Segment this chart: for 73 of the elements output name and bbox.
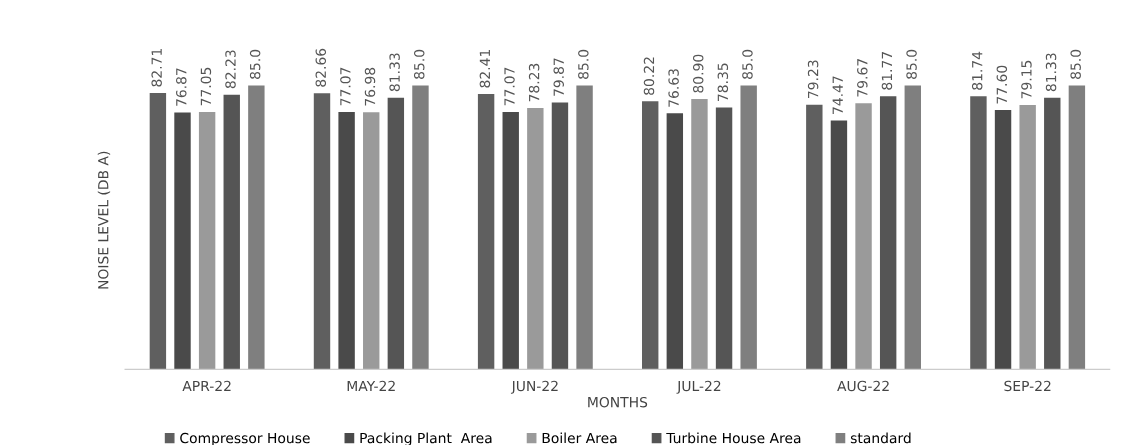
bar xyxy=(313,93,331,370)
data-label: 82.41 xyxy=(479,50,491,88)
data-label: 76.98 xyxy=(364,67,376,106)
data-label: 77.05 xyxy=(200,67,212,106)
bar xyxy=(412,85,429,370)
bar xyxy=(149,93,167,370)
data-label: 85.0 xyxy=(578,49,589,79)
legend-label: Turbine House Area xyxy=(666,432,801,444)
legend-label: Boiler Area xyxy=(542,432,617,444)
x-tick-label: JUN-22 xyxy=(510,380,558,394)
bar xyxy=(715,107,733,370)
bar xyxy=(642,101,659,370)
data-label: 82.66 xyxy=(315,48,327,87)
legend-label: Compressor House xyxy=(180,432,310,445)
data-label: 79.15 xyxy=(1021,60,1032,99)
data-label: 85.0 xyxy=(249,49,261,79)
data-label: 81.77 xyxy=(881,52,893,90)
x-axis-title: MONTHS xyxy=(588,396,648,408)
bar xyxy=(1068,85,1086,370)
bar xyxy=(363,112,380,370)
bar xyxy=(198,111,216,370)
data-label: 79.23 xyxy=(807,60,819,98)
x-tick-label: APR-22 xyxy=(182,380,231,392)
bar xyxy=(223,94,240,370)
y-axis-title: NOISE LEVEL (DB A) xyxy=(97,151,111,289)
bar xyxy=(970,96,987,370)
data-label: 77.07 xyxy=(504,67,515,106)
bar xyxy=(551,102,569,370)
bar xyxy=(806,104,823,370)
bar xyxy=(576,85,593,370)
bar xyxy=(879,96,897,370)
data-label: 85.0 xyxy=(1070,49,1081,79)
x-tick-label: JUL-22 xyxy=(676,380,721,394)
x-tick-label: MAY-22 xyxy=(347,380,395,392)
legend-label: standard xyxy=(850,432,911,444)
data-label: 81.33 xyxy=(1045,53,1057,92)
data-label: 77.07 xyxy=(340,67,351,106)
bar xyxy=(830,120,848,370)
x-tick-label: AUG-22 xyxy=(837,380,889,392)
bar xyxy=(994,110,1012,370)
data-label: 85.0 xyxy=(742,49,753,79)
data-label: 80.90 xyxy=(692,54,704,93)
data-label: 76.63 xyxy=(668,69,679,107)
bar xyxy=(174,112,191,370)
bar xyxy=(1019,104,1036,370)
data-label: 78.35 xyxy=(717,63,729,101)
legend-label: Packing Plant Area xyxy=(360,432,492,445)
bar xyxy=(248,85,265,370)
bar xyxy=(904,85,921,370)
data-label: 85.0 xyxy=(906,49,917,79)
data-label: 79.87 xyxy=(553,58,564,96)
data-label: 82.23 xyxy=(225,50,236,89)
bar xyxy=(338,111,355,370)
data-label: 76.87 xyxy=(176,68,187,106)
data-label: 74.47 xyxy=(832,76,843,114)
x-tick-label: SEP-22 xyxy=(1004,380,1051,392)
bar xyxy=(1044,97,1061,370)
bar xyxy=(740,85,757,370)
data-label: 78.23 xyxy=(528,63,540,102)
data-label: 85.0 xyxy=(413,49,425,79)
data-label: 77.60 xyxy=(996,65,1008,104)
data-label: 82.71 xyxy=(151,49,162,87)
data-label: 81.33 xyxy=(389,53,400,92)
bar xyxy=(477,94,495,370)
bar xyxy=(666,113,684,370)
bar xyxy=(691,99,708,370)
data-label: 79.67 xyxy=(857,59,868,97)
data-label: 81.74 xyxy=(971,51,983,90)
bar xyxy=(527,108,544,370)
data-label: 80.22 xyxy=(643,57,655,95)
bar xyxy=(855,103,872,370)
bar xyxy=(387,97,405,370)
bar xyxy=(502,111,519,370)
